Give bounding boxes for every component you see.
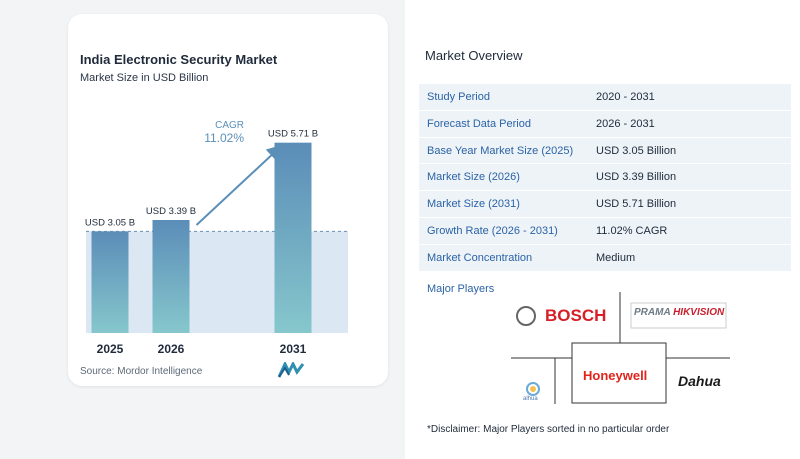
- dahua-logo: Dahua: [678, 373, 721, 389]
- row-value: USD 3.39 Billion: [596, 171, 677, 184]
- row-label: Study Period: [427, 91, 490, 103]
- chart-subtitle: Market Size in USD Billion: [80, 72, 209, 84]
- data-label-2031: USD 5.71 B: [268, 129, 318, 140]
- overview-title: Market Overview: [425, 48, 523, 63]
- row-value: USD 3.05 Billion: [596, 144, 677, 157]
- bar-2026: [152, 220, 190, 333]
- cagr-value: 11.02%: [204, 131, 244, 145]
- market-overview-panel: Market Overview Study Period 2020 - 2031 …: [405, 0, 800, 459]
- alhua-logo: alhua: [523, 396, 538, 402]
- x-tick-label-2025: 2025: [97, 342, 124, 356]
- hikvision-logo-text: HIKVISION: [673, 307, 725, 318]
- disclaimer-text: *Disclaimer: Major Players sorted in no …: [427, 424, 670, 435]
- chart-title: India Electronic Security Market: [80, 52, 278, 67]
- table-row: Forecast Data Period 2026 - 2031: [419, 110, 791, 138]
- x-tick-label-2026: 2026: [158, 342, 185, 356]
- bosch-logo-icon: [516, 306, 536, 326]
- cagr-arrow: [195, 144, 283, 226]
- row-value: Medium: [596, 251, 636, 264]
- honeywell-logo: Honeywell: [583, 368, 648, 383]
- table-row: Market Concentration Medium: [419, 244, 791, 272]
- table-row: Market Size (2026) USD 3.39 Billion: [419, 164, 791, 192]
- row-label: Growth Rate (2026 - 2031): [427, 224, 558, 237]
- bar-chart: USD 3.05 B 2025 USD 3.39 B 2026 USD 5.71 B 20…: [85, 120, 348, 356]
- row-label: Market Size (2026): [427, 171, 520, 184]
- overview-table: Study Period 2020 - 2031 Forecast Data Pe…: [419, 84, 791, 272]
- row-label: Market Concentration: [427, 251, 533, 264]
- row-label: Forecast Data Period: [427, 117, 531, 130]
- bar-2031: [274, 142, 312, 333]
- row-value: 2026 - 2031: [596, 117, 655, 130]
- table-row: Base Year Market Size (2025) USD 3.05 Bil…: [419, 137, 791, 165]
- bosch-logo: BOSCH: [545, 306, 607, 325]
- table-row: Market Size (2031) USD 5.71 Billion: [419, 191, 791, 218]
- row-label: Market Size (2031): [427, 198, 520, 211]
- data-label-2025: USD 3.05 B: [85, 217, 135, 228]
- players-grid: [511, 292, 730, 404]
- mordor-logo-icon: [278, 362, 304, 378]
- bar-2025: [91, 231, 129, 333]
- major-players-title: Major Players: [427, 283, 495, 295]
- row-value: USD 5.71 Billion: [596, 198, 677, 211]
- hikvision-logo: PRAMA HIKVISION: [634, 307, 725, 318]
- row-value: 11.02% CAGR: [596, 224, 668, 237]
- row-value: 2020 - 2031: [596, 91, 655, 103]
- table-row: Growth Rate (2026 - 2031) 11.02% CAGR: [419, 217, 791, 245]
- cagr-label: CAGR: [215, 120, 244, 131]
- x-tick-label-2031: 2031: [280, 342, 307, 356]
- data-label-2026: USD 3.39 B: [146, 206, 196, 217]
- table-row: Study Period 2020 - 2031: [419, 84, 791, 111]
- row-label: Base Year Market Size (2025): [427, 144, 574, 157]
- source-text: Source: Mordor Intelligence: [80, 366, 203, 377]
